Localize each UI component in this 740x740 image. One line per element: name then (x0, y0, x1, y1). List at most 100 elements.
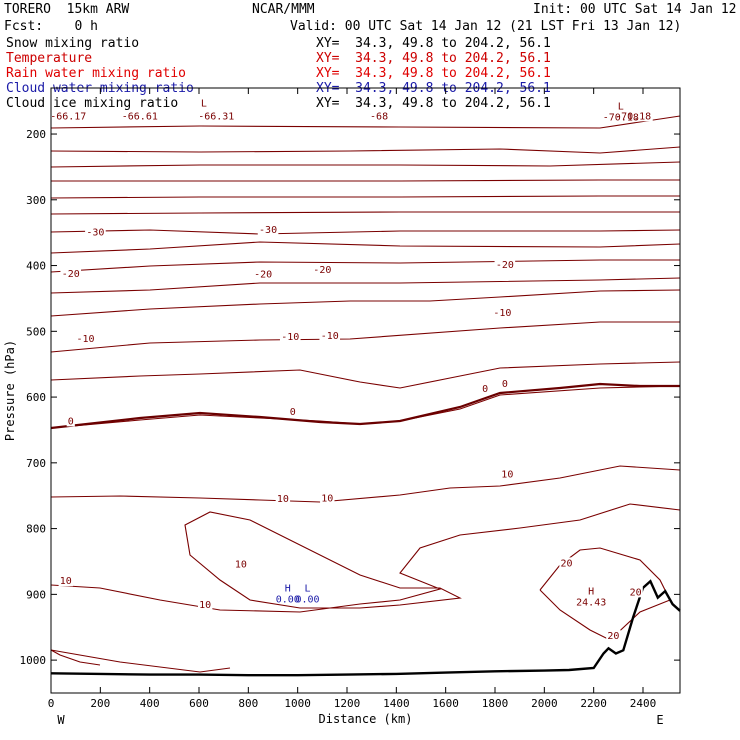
contour-label-bg (320, 492, 335, 504)
isotherm-line (50, 289, 681, 317)
contour-label-bg (628, 586, 643, 598)
x-tick-label: 1800 (482, 697, 509, 710)
x-tick-label: 1200 (334, 697, 361, 710)
field-xy-cloud-ice: XY= 34.3, 49.8 to 204.2, 56.1 (316, 96, 551, 111)
extremum-value: 0.00 (276, 595, 300, 606)
contour-label: -66.17 (50, 111, 86, 122)
contour-label-bg (275, 492, 291, 504)
contour-label-bg (279, 331, 301, 343)
valid-time: Valid: 00 UTC Sat 14 Jan 12 (21 LST Fri … (290, 19, 682, 34)
extremum-value: 24.43 (576, 597, 606, 608)
contour-label: -20 (62, 269, 80, 280)
zero-isotherm (50, 382, 680, 430)
contour-label: 20 (607, 631, 619, 642)
isotherm-surface-edge (50, 649, 101, 666)
field-xy-temperature: XY= 34.3, 49.8 to 204.2, 56.1 (316, 51, 551, 66)
contour-label-bg (196, 110, 236, 122)
contour-label: -20 (313, 265, 331, 276)
contour-label: -68 (370, 111, 388, 122)
contour-label-bg (257, 224, 279, 236)
contour-label: 20 (630, 587, 642, 598)
extremum-H: H (285, 584, 291, 595)
y-tick-label: 700 (26, 457, 46, 470)
extremum-L: L (305, 584, 311, 595)
plot-frame (50, 87, 681, 694)
isotherm-line (50, 115, 681, 129)
contour-label-bg (319, 329, 341, 341)
field-xy-snow: XY= 34.3, 49.8 to 204.2, 56.1 (316, 36, 551, 51)
isotherm-line (50, 277, 681, 294)
x-tick-label: 1400 (383, 697, 410, 710)
isotherm-line (50, 241, 681, 254)
extremum-value: 0.00 (295, 595, 319, 606)
axes: 0 200 400 600 800 1000 1200 1400 1600 1800 2000 220… (20, 88, 680, 710)
contour-label-bg (500, 377, 509, 389)
contour-label: -10 (281, 332, 299, 343)
x-tick-label: 1600 (432, 697, 459, 710)
extremum-L: L (618, 102, 624, 113)
y-tick-label: 500 (26, 325, 46, 338)
contour-label: -66.31 (198, 111, 234, 122)
isotherm-line (51, 179, 680, 182)
x-tick-label: 0 (48, 697, 55, 710)
contour-label: 10 (501, 470, 513, 481)
x-tick-label: 1000 (284, 697, 311, 710)
model-title: TORERO 15km ARW (4, 2, 130, 17)
init-time: Init: 00 UTC Sat 14 Jan 12 (533, 2, 737, 17)
contour-label-bg (252, 268, 274, 280)
contour-label-bg (606, 629, 621, 641)
contour-label: -10 (493, 308, 511, 319)
field-name-snow: Snow mixing ratio (6, 36, 140, 51)
extremum-H: H (588, 586, 594, 597)
contour-label: 0 (482, 384, 488, 395)
isotherm-10-closed (184, 511, 462, 609)
y-tick-label: 300 (26, 194, 46, 207)
isotherm-line (50, 503, 681, 613)
contour-label: 20 (561, 558, 573, 569)
contour-label-bg (492, 306, 513, 318)
x-tick-label: 600 (189, 697, 209, 710)
contour-label-bg (66, 415, 75, 427)
contour-label: 0 (502, 379, 508, 390)
contour-label-bg (48, 110, 88, 122)
contour-label-bg (288, 406, 297, 418)
isotherm-line (50, 649, 231, 673)
contour-label: 0 (68, 416, 74, 427)
contour-label: -10 (77, 334, 95, 345)
y-tick-label: 800 (26, 523, 46, 536)
isotherm-line (50, 321, 680, 353)
isotherm-line (50, 211, 680, 215)
y-tick-label: 600 (26, 391, 46, 404)
contour-label-bg (120, 110, 160, 122)
y-tick-label: 400 (26, 260, 46, 273)
y-tick-label: 1000 (20, 654, 47, 667)
extremum-L: L (201, 98, 207, 109)
contour-label-bg (613, 110, 653, 122)
isotherm-line (50, 146, 681, 154)
contour-label-bg (197, 598, 213, 610)
x-tick-label: 800 (238, 697, 258, 710)
isotherm-line (50, 361, 681, 389)
y-axis-label: Pressure (hPa) (3, 340, 17, 441)
contour-label-bg (58, 575, 73, 587)
field-xy-rain: XY= 34.3, 49.8 to 204.2, 56.1 (316, 66, 551, 81)
contour-label-bg (312, 264, 333, 276)
contour-label-bg (559, 557, 574, 569)
contour-label: 10 (321, 493, 333, 504)
contour-label-bg (75, 333, 96, 345)
x-tick-label: 2000 (531, 697, 558, 710)
x-tick-label: 400 (140, 697, 160, 710)
contour-label: -30 (86, 228, 104, 239)
forecast-hour: Fcst: 0 h (4, 19, 98, 34)
isotherm-line (50, 195, 680, 199)
contour-label-bg (481, 383, 490, 395)
isotherm-lines (50, 115, 681, 673)
x-tick-label: 200 (90, 697, 110, 710)
field-name-cloud-ice: Cloud ice mixing ratio (6, 96, 179, 111)
contour-label-bg (494, 258, 516, 270)
contour-label-bg (500, 468, 515, 480)
contour-label: 10 (235, 560, 247, 571)
isotherm-line (50, 229, 681, 235)
